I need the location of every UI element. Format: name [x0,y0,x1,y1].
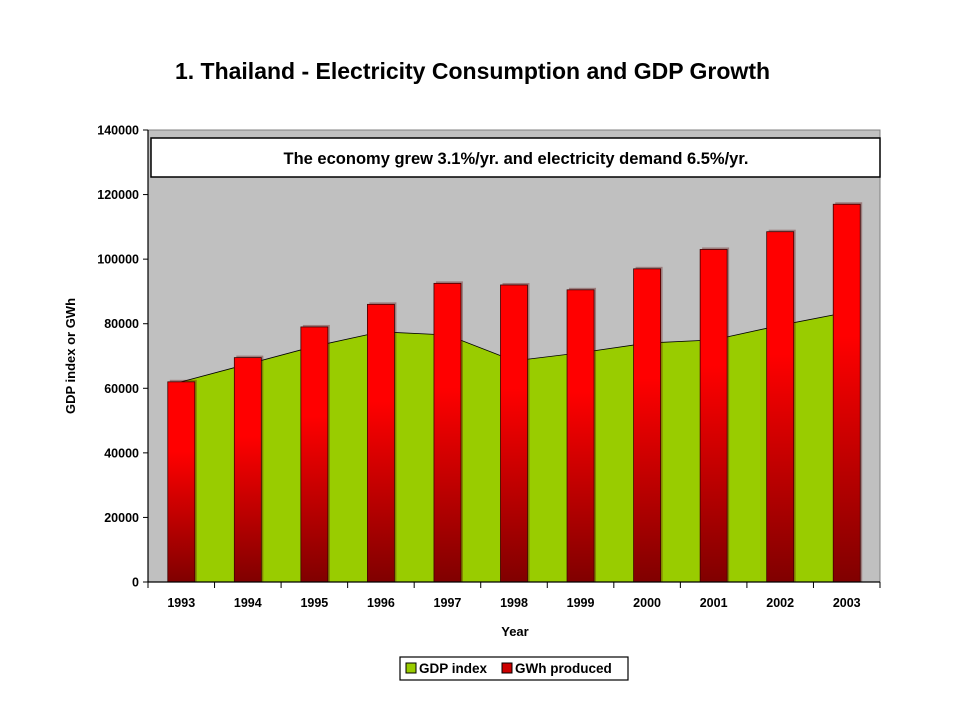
x-tick-label-2001: 2001 [700,596,728,610]
x-tick-label-2000: 2000 [633,596,661,610]
x-tick-label-1995: 1995 [300,596,328,610]
y-axis-title: GDP index or GWh [63,298,78,414]
x-tick-label-1993: 1993 [167,596,195,610]
y-tick-label: 140000 [97,124,139,138]
bar-1993 [167,381,196,583]
x-tick-label-2002: 2002 [766,596,794,610]
annotation-box: The economy grew 3.1%/yr. and electricit… [150,137,881,178]
bar-1996 [367,303,395,583]
bar-2000 [633,268,661,583]
bar-2003 [832,203,861,583]
y-tick-label: 100000 [97,253,139,267]
x-tick-label-1997: 1997 [434,596,462,610]
bar-1997 [433,282,462,583]
y-tick-label: 80000 [104,317,139,331]
legend-label-gdp: GDP index [419,661,488,676]
x-tick-label-2003: 2003 [833,596,861,610]
legend-swatch-gdp [405,662,417,674]
bar-1995 [300,326,329,583]
legend-swatch-gwh [501,662,513,674]
x-tick-label-1999: 1999 [567,596,595,610]
legend: GDP index GWh produced [399,656,629,681]
y-tick-label: 0 [132,576,139,590]
y-tick-label: 40000 [104,446,139,460]
bar-2001 [699,249,728,583]
bar-1994 [233,357,262,583]
y-tick-label: 60000 [104,382,139,396]
bar-2002 [766,231,795,583]
x-tick-label-1998: 1998 [500,596,528,610]
legend-label-gwh: GWh produced [515,661,612,676]
annotation-text: The economy grew 3.1%/yr. and electricit… [284,150,749,168]
x-tick-label-1994: 1994 [234,596,262,610]
bar-1999 [566,289,595,583]
x-axis-title: Year [501,624,528,639]
y-tick-label: 120000 [97,188,139,202]
y-tick-label: 20000 [104,511,139,525]
x-tick-label-1996: 1996 [367,596,395,610]
bar-1998 [500,284,528,583]
page-title: 1. Thailand - Electricity Consumption an… [174,58,771,84]
